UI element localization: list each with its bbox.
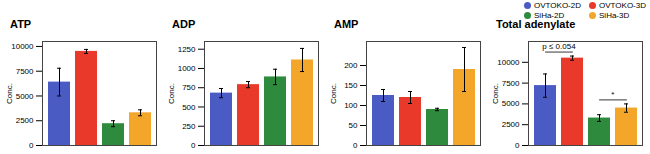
svg-text:Conc.: Conc.: [167, 83, 176, 104]
svg-text:*: *: [611, 90, 614, 99]
html-text:AMP: AMP: [334, 18, 359, 30]
svg-text:7500: 7500: [16, 67, 34, 76]
html-text:SiHa-3D: SiHa-3D: [599, 11, 630, 20]
svg-text:750: 750: [182, 83, 196, 92]
svg-text:10000: 10000: [11, 42, 34, 51]
html-text:OVTOKO-2D: OVTOKO-2D: [534, 1, 581, 10]
svg-text:150: 150: [344, 81, 358, 90]
html-text:ATP: ATP: [10, 18, 32, 30]
svg-text:Conc.: Conc.: [329, 83, 338, 104]
svg-text:5000: 5000: [16, 92, 34, 101]
svg-text:100: 100: [344, 101, 358, 110]
svg-text:Conc.: Conc.: [5, 83, 14, 104]
svg-text:Conc.: Conc.: [491, 83, 500, 104]
html-text:OVTOKO-3D: OVTOKO-3D: [599, 1, 646, 10]
svg-text:0: 0: [191, 141, 196, 150]
svg-text:10000: 10000: [497, 58, 520, 67]
svg-text:2500: 2500: [16, 116, 34, 125]
svg-text:0: 0: [515, 141, 520, 150]
svg-text:1000: 1000: [178, 64, 196, 73]
svg-text:0: 0: [29, 141, 34, 150]
svg-text:200: 200: [344, 61, 358, 70]
svg-text:500: 500: [182, 103, 196, 112]
svg-text:5000: 5000: [502, 99, 520, 108]
html-text:Total adenylate: Total adenylate: [496, 18, 576, 30]
svg-text:2500: 2500: [502, 120, 520, 129]
svg-text:7500: 7500: [502, 79, 520, 88]
html-text:ADP: ADP: [172, 18, 196, 30]
svg-text:250: 250: [182, 122, 196, 131]
svg-text:p ≤ 0.054: p ≤ 0.054: [542, 42, 576, 51]
html-text:SiHa-2D: SiHa-2D: [534, 11, 565, 20]
svg-text:0: 0: [353, 141, 358, 150]
svg-text:1250: 1250: [178, 45, 196, 54]
svg-text:50: 50: [349, 121, 358, 130]
